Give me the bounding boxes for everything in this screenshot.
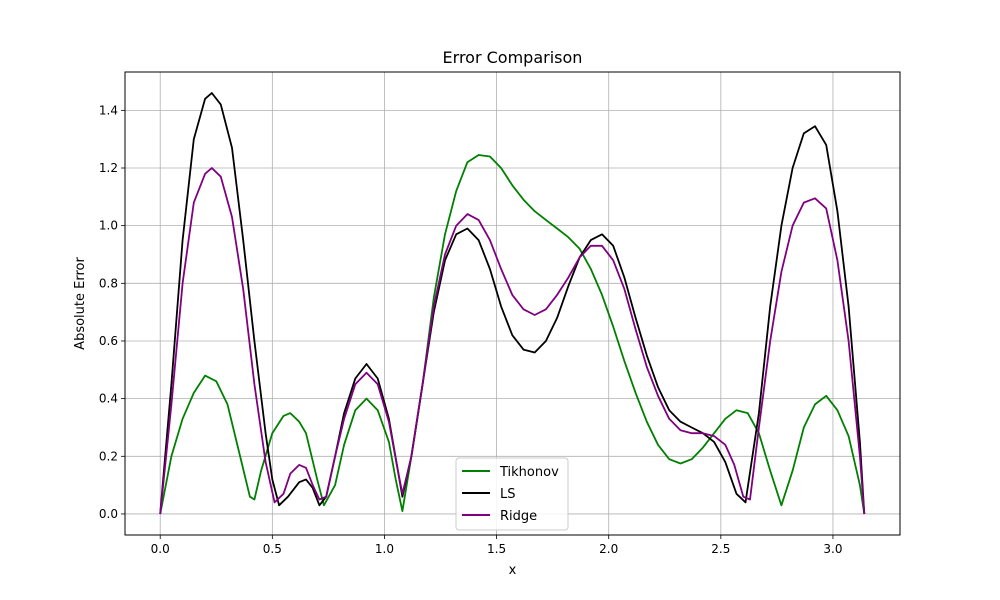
legend-label-tikhonov: Tikhonov [499,465,559,480]
x-tick-label: 0.0 [151,542,170,556]
y-tick-label: 0.8 [99,276,118,290]
x-tick-label: 0.5 [263,542,282,556]
y-axis-label: Absolute Error [73,257,88,350]
legend: Tikhonov LS Ridge [455,457,569,531]
y-tick-label: 1.2 [99,161,118,175]
x-tick-label: 3.0 [823,542,842,556]
y-tick-label: 0.2 [99,449,118,463]
legend-box [455,457,569,531]
x-tick-label: 1.0 [375,542,394,556]
y-tick-label: 0.6 [99,334,118,348]
x-tick-label: 1.5 [487,542,506,556]
x-tick-label: 2.0 [599,542,618,556]
chart-title: Error Comparison [443,48,583,67]
series-lines [159,92,866,515]
y-axis-ticks: 0.0 0.2 0.4 0.6 0.8 1.0 1.2 1.4 [99,103,125,521]
plot-area-frame [124,71,901,536]
y-tick-label: 0.4 [99,392,118,406]
y-tick-label: 1.0 [99,219,118,233]
x-axis-ticks: 0.0 0.5 1.0 1.5 2.0 2.5 3.0 [151,535,842,556]
y-tick-label: 0.0 [99,507,118,521]
legend-label-ls: LS [500,487,516,502]
x-axis-label: x [509,563,517,578]
x-tick-label: 2.5 [711,542,730,556]
y-tick-label: 1.4 [99,103,118,117]
series-line-ls [159,92,866,515]
series-line-ridge [159,167,866,515]
series-line-tikhonov [159,154,866,515]
legend-label-ridge: Ridge [500,509,537,524]
